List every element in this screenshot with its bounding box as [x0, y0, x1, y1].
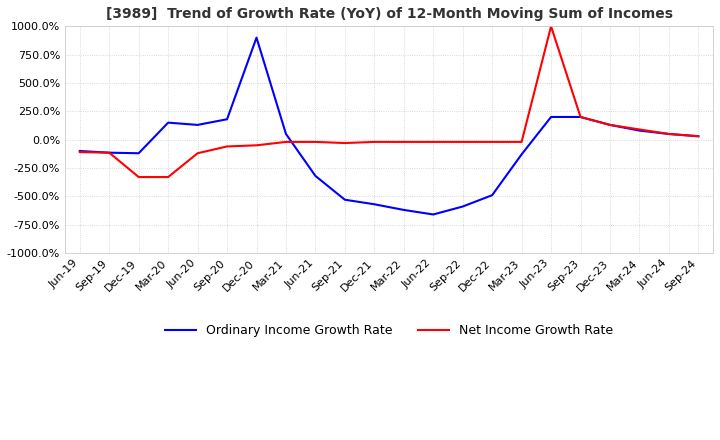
Ordinary Income Growth Rate [576, 114, 585, 120]
Net Income Growth Rate [193, 150, 202, 156]
Net Income Growth Rate [429, 139, 438, 145]
Net Income Growth Rate [222, 144, 231, 149]
Ordinary Income Growth Rate [606, 122, 614, 128]
Ordinary Income Growth Rate [76, 148, 84, 154]
Net Income Growth Rate [488, 139, 497, 145]
Net Income Growth Rate [400, 139, 408, 145]
Net Income Growth Rate [546, 24, 555, 29]
Ordinary Income Growth Rate [694, 134, 703, 139]
Net Income Growth Rate [135, 174, 143, 180]
Net Income Growth Rate [164, 174, 173, 180]
Net Income Growth Rate [370, 139, 379, 145]
Net Income Growth Rate [459, 139, 467, 145]
Ordinary Income Growth Rate [252, 35, 261, 40]
Net Income Growth Rate [282, 139, 290, 145]
Ordinary Income Growth Rate [635, 128, 644, 133]
Net Income Growth Rate [606, 122, 614, 128]
Line: Ordinary Income Growth Rate: Ordinary Income Growth Rate [80, 37, 698, 214]
Title: [3989]  Trend of Growth Rate (YoY) of 12-Month Moving Sum of Incomes: [3989] Trend of Growth Rate (YoY) of 12-… [106, 7, 672, 21]
Net Income Growth Rate [311, 139, 320, 145]
Net Income Growth Rate [341, 140, 349, 146]
Net Income Growth Rate [76, 150, 84, 155]
Net Income Growth Rate [576, 114, 585, 120]
Net Income Growth Rate [635, 127, 644, 132]
Net Income Growth Rate [694, 134, 703, 139]
Line: Net Income Growth Rate: Net Income Growth Rate [80, 26, 698, 177]
Net Income Growth Rate [517, 139, 526, 145]
Ordinary Income Growth Rate [135, 150, 143, 156]
Ordinary Income Growth Rate [429, 212, 438, 217]
Net Income Growth Rate [665, 131, 673, 136]
Ordinary Income Growth Rate [222, 117, 231, 122]
Ordinary Income Growth Rate [341, 197, 349, 202]
Net Income Growth Rate [252, 143, 261, 148]
Ordinary Income Growth Rate [400, 207, 408, 213]
Ordinary Income Growth Rate [488, 193, 497, 198]
Ordinary Income Growth Rate [665, 131, 673, 136]
Ordinary Income Growth Rate [459, 204, 467, 209]
Ordinary Income Growth Rate [164, 120, 173, 125]
Ordinary Income Growth Rate [282, 131, 290, 136]
Net Income Growth Rate [105, 150, 114, 155]
Ordinary Income Growth Rate [546, 114, 555, 120]
Ordinary Income Growth Rate [517, 152, 526, 157]
Legend: Ordinary Income Growth Rate, Net Income Growth Rate: Ordinary Income Growth Rate, Net Income … [160, 319, 618, 342]
Ordinary Income Growth Rate [370, 202, 379, 207]
Ordinary Income Growth Rate [193, 122, 202, 128]
Ordinary Income Growth Rate [311, 173, 320, 179]
Ordinary Income Growth Rate [105, 150, 114, 155]
